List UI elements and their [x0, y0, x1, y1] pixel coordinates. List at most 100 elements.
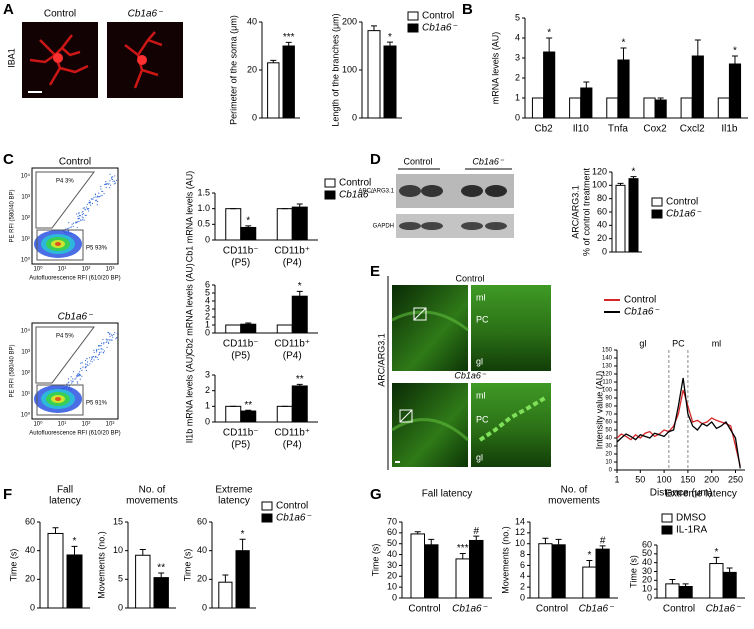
- error-bar: [657, 97, 664, 100]
- event-dot: [113, 333, 115, 336]
- y-axis-label: mRNA levels (AU): [490, 32, 500, 105]
- chart-title: Extreme latency: [665, 489, 737, 500]
- bar: [709, 563, 724, 599]
- event-dot: [98, 353, 101, 355]
- event-dot: [76, 226, 78, 229]
- event-dot: [109, 333, 111, 335]
- x-axis-label: Autofluorescence RFI (610/20 BP): [29, 431, 120, 437]
- bar: [455, 558, 470, 599]
- panel-label: G: [370, 486, 382, 503]
- legend-label: Cb1a6⁻: [276, 513, 311, 524]
- y-tick-label: 5: [205, 287, 210, 297]
- gate: [36, 384, 84, 416]
- significance: *: [622, 38, 626, 49]
- x-tick-label: 10¹: [58, 267, 67, 273]
- event-dot: [96, 200, 99, 203]
- event-dot: [106, 182, 108, 185]
- legend-swatch: [261, 501, 273, 511]
- bar: [617, 59, 630, 119]
- legend-swatch: [407, 11, 419, 21]
- error-bar: [139, 549, 146, 556]
- event-dot: [80, 368, 82, 370]
- event-dot: [86, 361, 89, 363]
- x-axis-label: Autofluorescence RFI (610/20 BP): [29, 276, 120, 282]
- event-dot: [109, 335, 111, 337]
- event-dot: [91, 357, 93, 359]
- event-dot: [100, 185, 102, 188]
- event-dot: [108, 332, 110, 334]
- error-bar: [546, 37, 553, 52]
- x-tick-label: CD11b⁻: [223, 428, 259, 439]
- event-dot: [78, 217, 80, 219]
- event-dot: [72, 222, 75, 224]
- bar: [606, 97, 619, 119]
- y-tick-label: 14: [515, 516, 525, 526]
- event-dot: [108, 339, 111, 341]
- event-dot: [67, 228, 69, 230]
- bar: [595, 548, 610, 599]
- western-blot: [396, 174, 514, 238]
- error-bar: [296, 383, 303, 386]
- y-axis-label: Time (s): [8, 549, 18, 582]
- y-tick-label: 4: [520, 571, 525, 581]
- event-dot: [86, 206, 88, 208]
- error-bar: [245, 322, 252, 325]
- error-bar: [669, 578, 676, 584]
- event-dot: [103, 350, 106, 352]
- legend-label: Cb1a6⁻: [339, 190, 374, 201]
- y-tick-label: 2: [515, 72, 520, 82]
- y-tick-label: 120: [602, 372, 613, 378]
- event-dot: [78, 375, 80, 377]
- event-dot: [96, 204, 98, 206]
- gate-label: P4 3%: [56, 179, 74, 185]
- y-tick-label: 60: [597, 206, 607, 216]
- error-bar: [296, 203, 303, 208]
- y-tick-label: 130: [602, 364, 613, 370]
- event-dot: [100, 188, 102, 190]
- event-dot: [86, 363, 88, 366]
- event-dot: [85, 369, 88, 372]
- y-tick-label: 8: [520, 549, 525, 559]
- x-tick-label: Cb1a6⁻: [452, 604, 487, 615]
- bar: [225, 208, 242, 241]
- y-tick-label: 5: [515, 12, 520, 22]
- x-tick-label: Control: [408, 604, 440, 615]
- error-bar: [285, 41, 292, 46]
- event-dot: [77, 221, 79, 223]
- bar: [424, 544, 439, 599]
- x-tick-label: 10⁰: [33, 266, 43, 273]
- event-dot: [105, 338, 107, 340]
- event-dot: [71, 223, 73, 225]
- y-tick-label: 70: [605, 412, 612, 418]
- bar: [691, 55, 704, 119]
- y-tick-label: 70: [387, 516, 397, 526]
- gate: [35, 171, 95, 229]
- image-title: Control: [44, 9, 76, 20]
- bar: [282, 45, 295, 119]
- significance: **: [157, 563, 165, 574]
- y-axis-label: PE RFI (580/40 BP): [10, 344, 16, 397]
- y-axis-label: PE RFI (580/40 BP): [10, 189, 16, 242]
- event-dot: [101, 194, 103, 196]
- bar: [276, 208, 293, 241]
- error-bar: [222, 574, 229, 583]
- y-tick-label: 1.0: [197, 203, 210, 213]
- y-tick-label: 40: [387, 549, 397, 559]
- event-dot: [106, 346, 108, 348]
- bar: [291, 206, 308, 241]
- event-dot: [109, 187, 111, 189]
- event-dot: [68, 230, 70, 232]
- y-tick-label: 0: [205, 416, 210, 426]
- error-bar: [713, 556, 720, 564]
- event-dot: [78, 220, 80, 223]
- event-dot: [95, 196, 97, 198]
- event-dot: [114, 182, 117, 184]
- event-dot: [89, 363, 91, 365]
- gate: [35, 326, 95, 384]
- event-dot: [107, 341, 109, 343]
- legend-label: Control: [624, 295, 656, 306]
- y-axis-label: Time (s): [628, 555, 638, 588]
- event-dot: [70, 226, 72, 228]
- event-dot: [112, 180, 114, 182]
- y-tick-label: 4: [205, 295, 210, 305]
